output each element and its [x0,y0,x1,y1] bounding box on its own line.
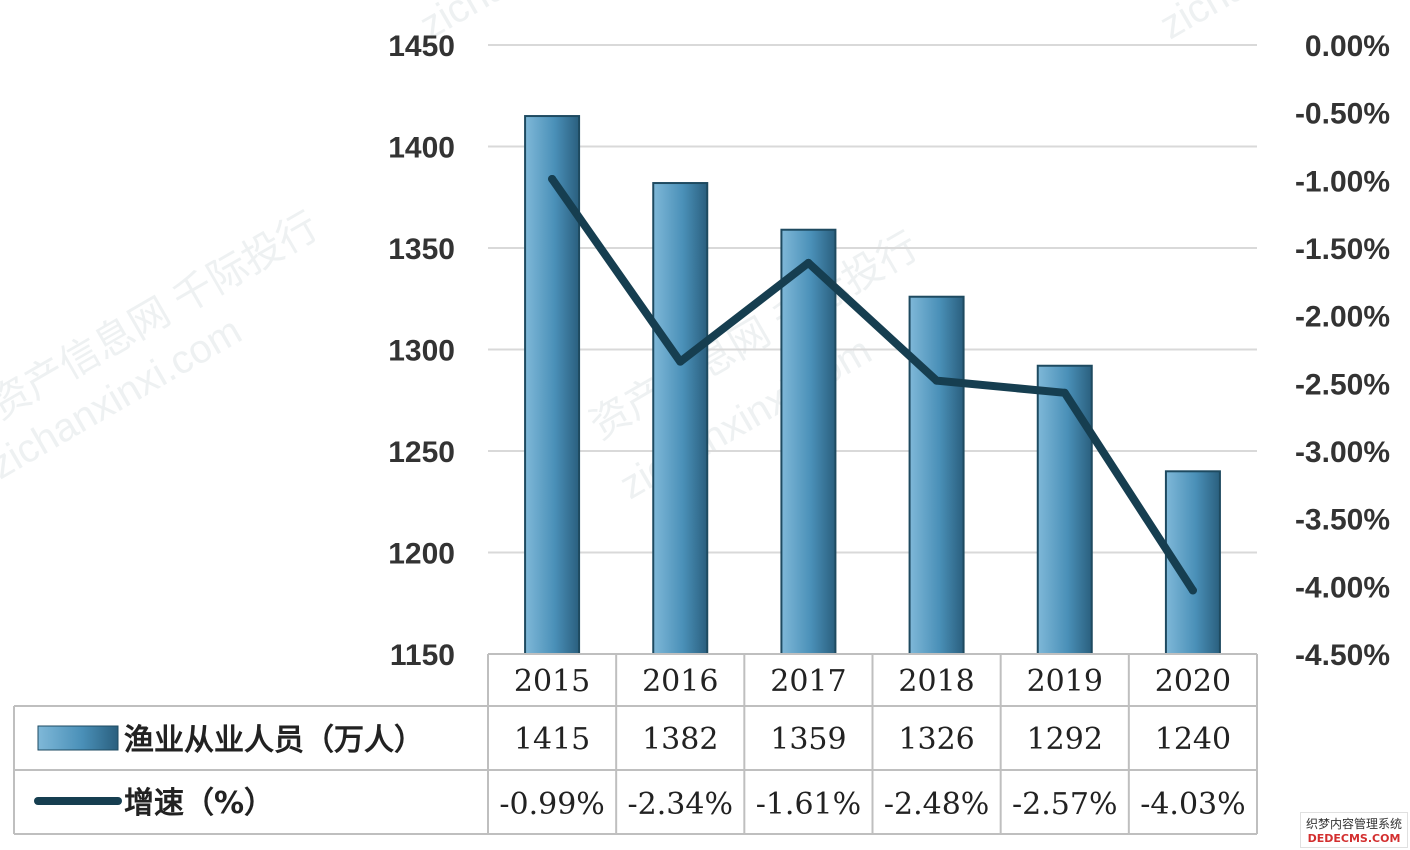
footer-badge-line1: 织梦内容管理系统 [1305,817,1402,831]
x-tick-2019: 2019 [1027,664,1103,699]
growth-value-label-2020: -4.03% [1140,787,1245,822]
growth-value-label-2018: -2.48% [884,787,989,822]
left-axis-tick-1350: 1350 [388,233,455,266]
left-axis-tick-1150: 1150 [390,639,455,672]
left-axis-tick-1450: 1450 [388,30,455,63]
legend-bar-name: 渔业从业人员（万人） [124,723,424,758]
bar-2017 [780,228,837,655]
growth-value-label-2017: -1.61% [756,787,861,822]
footer-badge: 织梦内容管理系统 DEDECMS.COM [1300,812,1408,848]
bar-2015 [524,115,581,656]
right-axis-tick-6: -3.00% [1295,436,1390,469]
bar-value-label-2019: 1292 [1027,722,1103,757]
footer-badge-line2: DEDECMS.COM [1307,832,1401,845]
x-tick-2016: 2016 [642,664,718,699]
growth-point-2017 [804,258,813,267]
left-axis-tick-1300: 1300 [388,335,455,368]
bar-value-label-2018: 1326 [898,722,974,757]
x-tick-2018: 2018 [898,664,974,699]
growth-point-2015 [548,174,557,183]
left-axis-tick-1200: 1200 [388,538,455,571]
growth-point-2016 [676,357,685,366]
legend-line-name: 增速（%） [124,786,274,821]
bar-2018 [908,295,965,655]
right-axis-tick-0: 0.00% [1305,30,1390,63]
x-tick-2015: 2015 [514,664,590,699]
right-axis: 0.00% -0.50% -1.00% -1.50% -2.00% -2.50% -3.00… [1295,30,1390,672]
bar-value-label-2017: 1359 [770,722,846,757]
right-axis-tick-7: -3.50% [1295,504,1390,537]
right-axis-tick-8: -4.00% [1295,571,1390,604]
grid-layer [488,44,1257,655]
right-axis-tick-3: -1.50% [1295,233,1390,266]
left-axis-tick-1400: 1400 [388,132,455,165]
left-axis-tick-1250: 1250 [388,436,455,469]
bar-value-label-2016: 1382 [642,722,718,757]
growth-value-label-2016: -2.34% [628,787,733,822]
x-tick-2020: 2020 [1155,664,1231,699]
growth-line [548,174,1197,595]
growth-value-label-2019: -2.57% [1012,787,1117,822]
right-axis-tick-4: -2.00% [1295,301,1390,334]
right-axis-tick-1: -0.50% [1295,98,1390,131]
bar-value-label-2020: 1240 [1155,722,1231,757]
right-axis-tick-2: -1.00% [1295,165,1390,198]
bar-2016 [652,182,709,655]
right-axis-tick-9: -4.50% [1295,639,1390,672]
x-tick-2017: 2017 [770,664,846,699]
left-axis: 1450 1400 1350 1300 1250 1200 1150 [388,30,455,672]
growth-point-2020 [1188,586,1197,595]
data-table: 2015 1415 -0.99% 2016 1382 -2.34% 2017 1359 -1.6… [13,653,1258,835]
growth-point-2018 [932,376,941,385]
bar-2019 [1036,364,1093,655]
line-layer [548,174,1197,595]
right-axis-tick-5: -2.50% [1295,368,1390,401]
legend-bar-swatch [37,725,119,751]
bar-value-label-2015: 1415 [514,722,590,757]
growth-value-label-2015: -0.99% [499,787,604,822]
growth-point-2019 [1060,388,1069,397]
